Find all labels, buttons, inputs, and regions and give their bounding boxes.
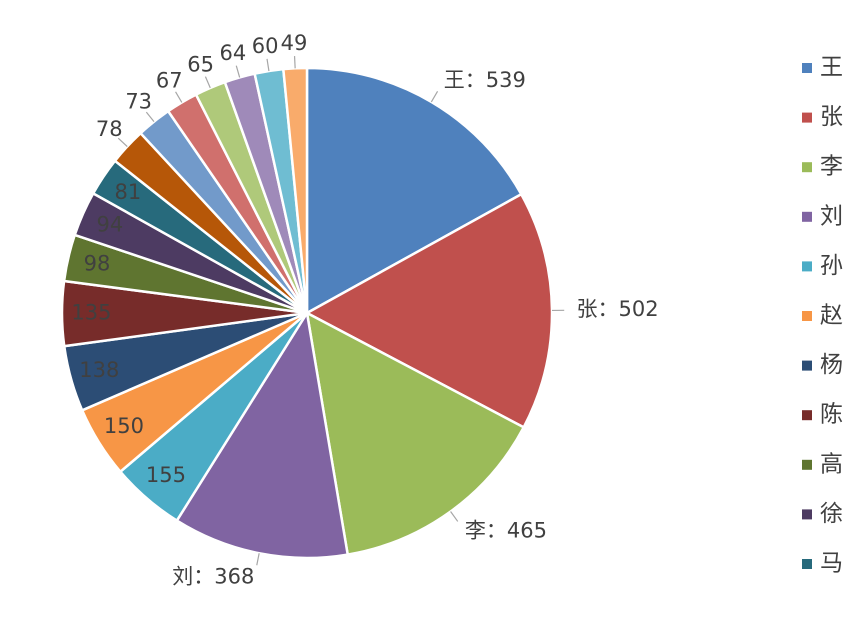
leader-line [117, 137, 128, 147]
data-label: 81 [114, 180, 141, 204]
data-label: 64 [220, 41, 247, 65]
data-label: 67 [156, 68, 183, 92]
data-label-separator: ： [193, 564, 214, 588]
data-label: 98 [84, 251, 111, 275]
legend-swatch [802, 211, 812, 222]
data-label-value: 138 [79, 358, 119, 382]
data-label: 94 [97, 213, 124, 237]
data-label-value: 368 [214, 564, 254, 588]
data-label: 刘：368 [172, 564, 254, 588]
data-label-name: 王 [444, 68, 465, 92]
data-label-value: 64 [220, 41, 247, 65]
leader-line [235, 65, 241, 78]
pie-slice [304, 192, 554, 429]
data-label: 王：539 [444, 68, 526, 92]
data-label: 李：465 [465, 518, 547, 542]
data-label-value: 65 [187, 52, 214, 76]
leader-line [204, 76, 211, 89]
legend-swatch [802, 261, 812, 272]
legend-swatch [802, 509, 812, 520]
data-label-value: 465 [507, 518, 547, 542]
data-label-value: 150 [104, 414, 144, 438]
legend-swatch [802, 410, 812, 421]
data-label-value: 81 [114, 180, 141, 204]
data-label-value: 94 [97, 213, 124, 237]
data-label: 78 [96, 117, 123, 141]
data-label-value: 49 [281, 31, 308, 55]
data-label-value: 539 [486, 68, 526, 92]
leader-line [256, 553, 260, 566]
leader-line [430, 91, 439, 103]
legend-label: 高 [820, 451, 843, 477]
legend-label: 马 [820, 551, 843, 577]
data-label: 138 [79, 358, 119, 382]
legend-swatch [802, 112, 812, 123]
data-label: 150 [104, 414, 144, 438]
leader-line [175, 91, 183, 103]
data-label-name: 张 [576, 297, 597, 321]
legend-swatch [802, 559, 812, 569]
data-label-name: 刘 [172, 564, 193, 588]
legend-swatch [802, 459, 812, 470]
legend-label: 陈 [820, 402, 843, 428]
data-label: 60 [252, 34, 279, 58]
data-label-value: 502 [618, 297, 658, 321]
leader-line [266, 58, 270, 72]
leader-line [450, 511, 459, 522]
pie-slice [305, 310, 526, 557]
leader-line [293, 56, 296, 69]
data-label-separator: ： [486, 518, 507, 542]
legend-label: 刘 [820, 203, 843, 229]
legend-label: 杨 [820, 352, 843, 378]
data-label-value: 67 [156, 68, 183, 92]
legend-swatch [802, 63, 812, 73]
data-label: 49 [281, 31, 308, 55]
legend-swatch [802, 360, 812, 371]
legend-label: 李 [820, 154, 843, 180]
legend-swatch [802, 311, 812, 321]
data-label-value: 60 [252, 34, 279, 58]
legend-label: 张 [820, 104, 843, 130]
data-label: 73 [125, 90, 152, 114]
data-label: 张：502 [576, 297, 658, 321]
data-label: 65 [187, 52, 214, 76]
data-label-value: 78 [96, 117, 123, 141]
legend-label: 徐 [820, 501, 843, 527]
data-label-value: 73 [125, 90, 152, 114]
data-label-name: 李 [465, 518, 486, 542]
data-label: 135 [71, 301, 111, 325]
legend-swatch [802, 162, 812, 173]
data-label: 155 [146, 463, 186, 487]
data-label-value: 98 [84, 251, 111, 275]
data-label-separator: ： [465, 68, 486, 92]
data-label-value: 135 [71, 301, 111, 325]
data-label-separator: ： [597, 297, 618, 321]
legend-label: 孙 [820, 253, 843, 279]
legend-label: 赵 [820, 303, 843, 329]
leader-line [145, 111, 155, 123]
data-label-value: 155 [146, 463, 186, 487]
legend-label: 王 [820, 55, 843, 81]
